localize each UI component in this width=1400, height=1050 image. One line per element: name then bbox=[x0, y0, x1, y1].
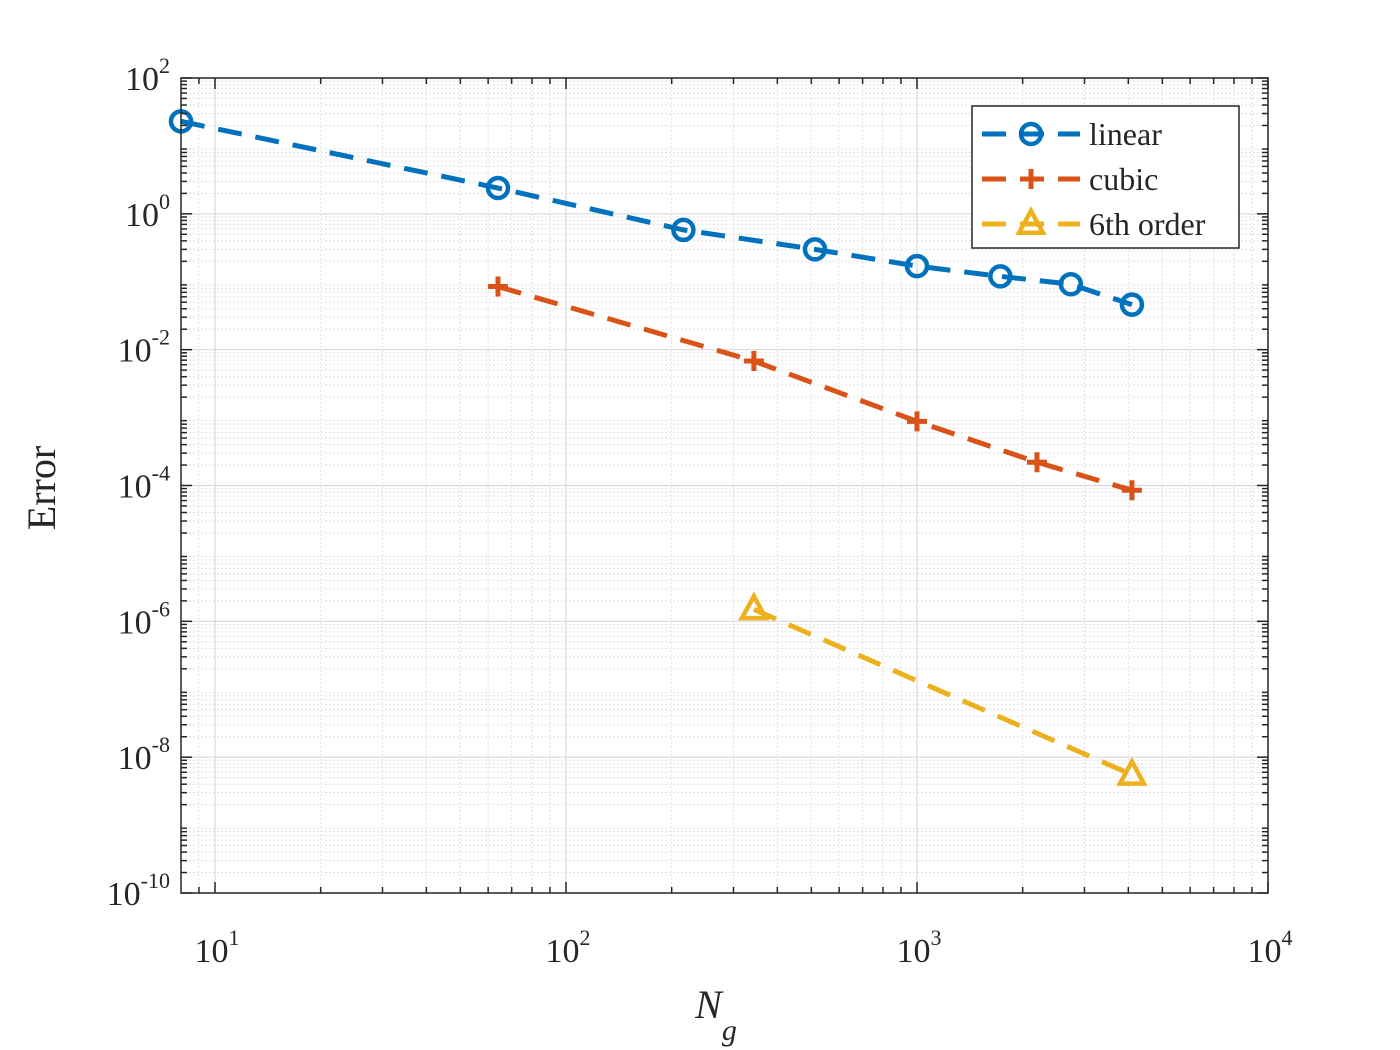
y-tick-exponent: -4 bbox=[152, 461, 170, 486]
legend-item-cubic: cubic bbox=[982, 161, 1158, 197]
legend-item-linear: linear bbox=[982, 116, 1162, 152]
y-tick-base: 10 bbox=[118, 604, 152, 641]
data-point-linear bbox=[671, 217, 696, 243]
y-tick-label: 10-6 bbox=[118, 596, 170, 641]
x-axis-label: Ng bbox=[694, 982, 737, 1047]
x-tick-exponent: 4 bbox=[1282, 925, 1293, 950]
x-tick-base: 10 bbox=[195, 933, 229, 970]
minor-gridlines bbox=[181, 78, 1268, 893]
y-tick-exponent: 0 bbox=[159, 189, 170, 214]
y-tick-exponent: -10 bbox=[141, 868, 170, 893]
data-point-cubic bbox=[1026, 452, 1047, 473]
data-point-cubic bbox=[487, 276, 508, 297]
data-point-cubic bbox=[743, 351, 764, 372]
legend-label-6th-order: 6th order bbox=[1089, 206, 1206, 242]
y-tick-base: 10 bbox=[125, 61, 159, 98]
y-tick-base: 10 bbox=[125, 197, 159, 234]
y-tick-label: 10-8 bbox=[118, 732, 170, 777]
y-tick-base: 10 bbox=[118, 469, 152, 506]
data-point-cubic bbox=[1121, 480, 1142, 501]
x-tick-exponent: 3 bbox=[931, 925, 942, 950]
x-axis-label-subscript: g bbox=[722, 1014, 737, 1047]
y-tick-label: 102 bbox=[125, 53, 170, 98]
x-tick-base: 10 bbox=[546, 933, 580, 970]
x-axis-label-main: N bbox=[694, 982, 724, 1027]
x-tick-exponent: 1 bbox=[229, 925, 240, 950]
data-point-linear bbox=[904, 253, 930, 279]
x-tick-labels: 101 102 103 104 bbox=[195, 925, 1293, 970]
series-linear bbox=[168, 109, 1145, 317]
x-tick-exponent: 2 bbox=[580, 925, 591, 950]
y-tick-exponent: -8 bbox=[152, 732, 170, 757]
legend-label-linear: linear bbox=[1089, 116, 1162, 152]
data-point-linear bbox=[1058, 271, 1084, 297]
x-tick-base: 10 bbox=[897, 933, 931, 970]
y-tick-base: 10 bbox=[118, 333, 152, 370]
legend: linear cubic 6th order bbox=[971, 105, 1240, 249]
legend-marker-6th-order bbox=[1015, 206, 1047, 236]
legend-items: linear cubic 6th order bbox=[982, 116, 1206, 242]
data-point-linear bbox=[802, 237, 828, 262]
series-layer bbox=[168, 109, 1148, 786]
legend-marker-cubic bbox=[1021, 169, 1041, 189]
series-line-6th-order bbox=[752, 607, 1133, 778]
y-tick-base: 10 bbox=[107, 876, 141, 913]
x-tick-label: 102 bbox=[546, 925, 591, 970]
data-point-linear bbox=[485, 175, 511, 201]
data-point-cubic bbox=[907, 411, 928, 432]
y-tick-exponent: -6 bbox=[152, 596, 170, 621]
tick-marks bbox=[181, 77, 1269, 894]
data-point-linear bbox=[1119, 292, 1145, 317]
y-tick-label: 10-10 bbox=[107, 868, 170, 913]
legend-marker-linear bbox=[1018, 121, 1044, 147]
series-6th-order bbox=[738, 591, 1148, 786]
y-tick-base: 10 bbox=[118, 740, 152, 777]
y-tick-exponent: 2 bbox=[159, 53, 170, 78]
y-tick-label: 100 bbox=[125, 189, 170, 234]
legend-item-6th-order: 6th order bbox=[982, 206, 1206, 242]
y-axis-label: Error bbox=[19, 446, 64, 530]
legend-label-cubic: cubic bbox=[1089, 161, 1158, 197]
y-tick-exponent: -2 bbox=[152, 325, 170, 350]
data-point-6th-order bbox=[1116, 756, 1148, 786]
x-tick-label: 101 bbox=[195, 925, 240, 970]
series-cubic bbox=[487, 276, 1142, 501]
legend-box bbox=[971, 105, 1240, 249]
y-tick-label: 10-2 bbox=[118, 325, 170, 370]
data-point-6th-order bbox=[738, 591, 770, 621]
x-tick-label: 104 bbox=[1248, 925, 1293, 970]
x-tick-label: 103 bbox=[897, 925, 942, 970]
data-point-linear bbox=[988, 264, 1013, 289]
y-tick-label: 10-4 bbox=[118, 461, 170, 506]
x-tick-base: 10 bbox=[1248, 933, 1282, 970]
